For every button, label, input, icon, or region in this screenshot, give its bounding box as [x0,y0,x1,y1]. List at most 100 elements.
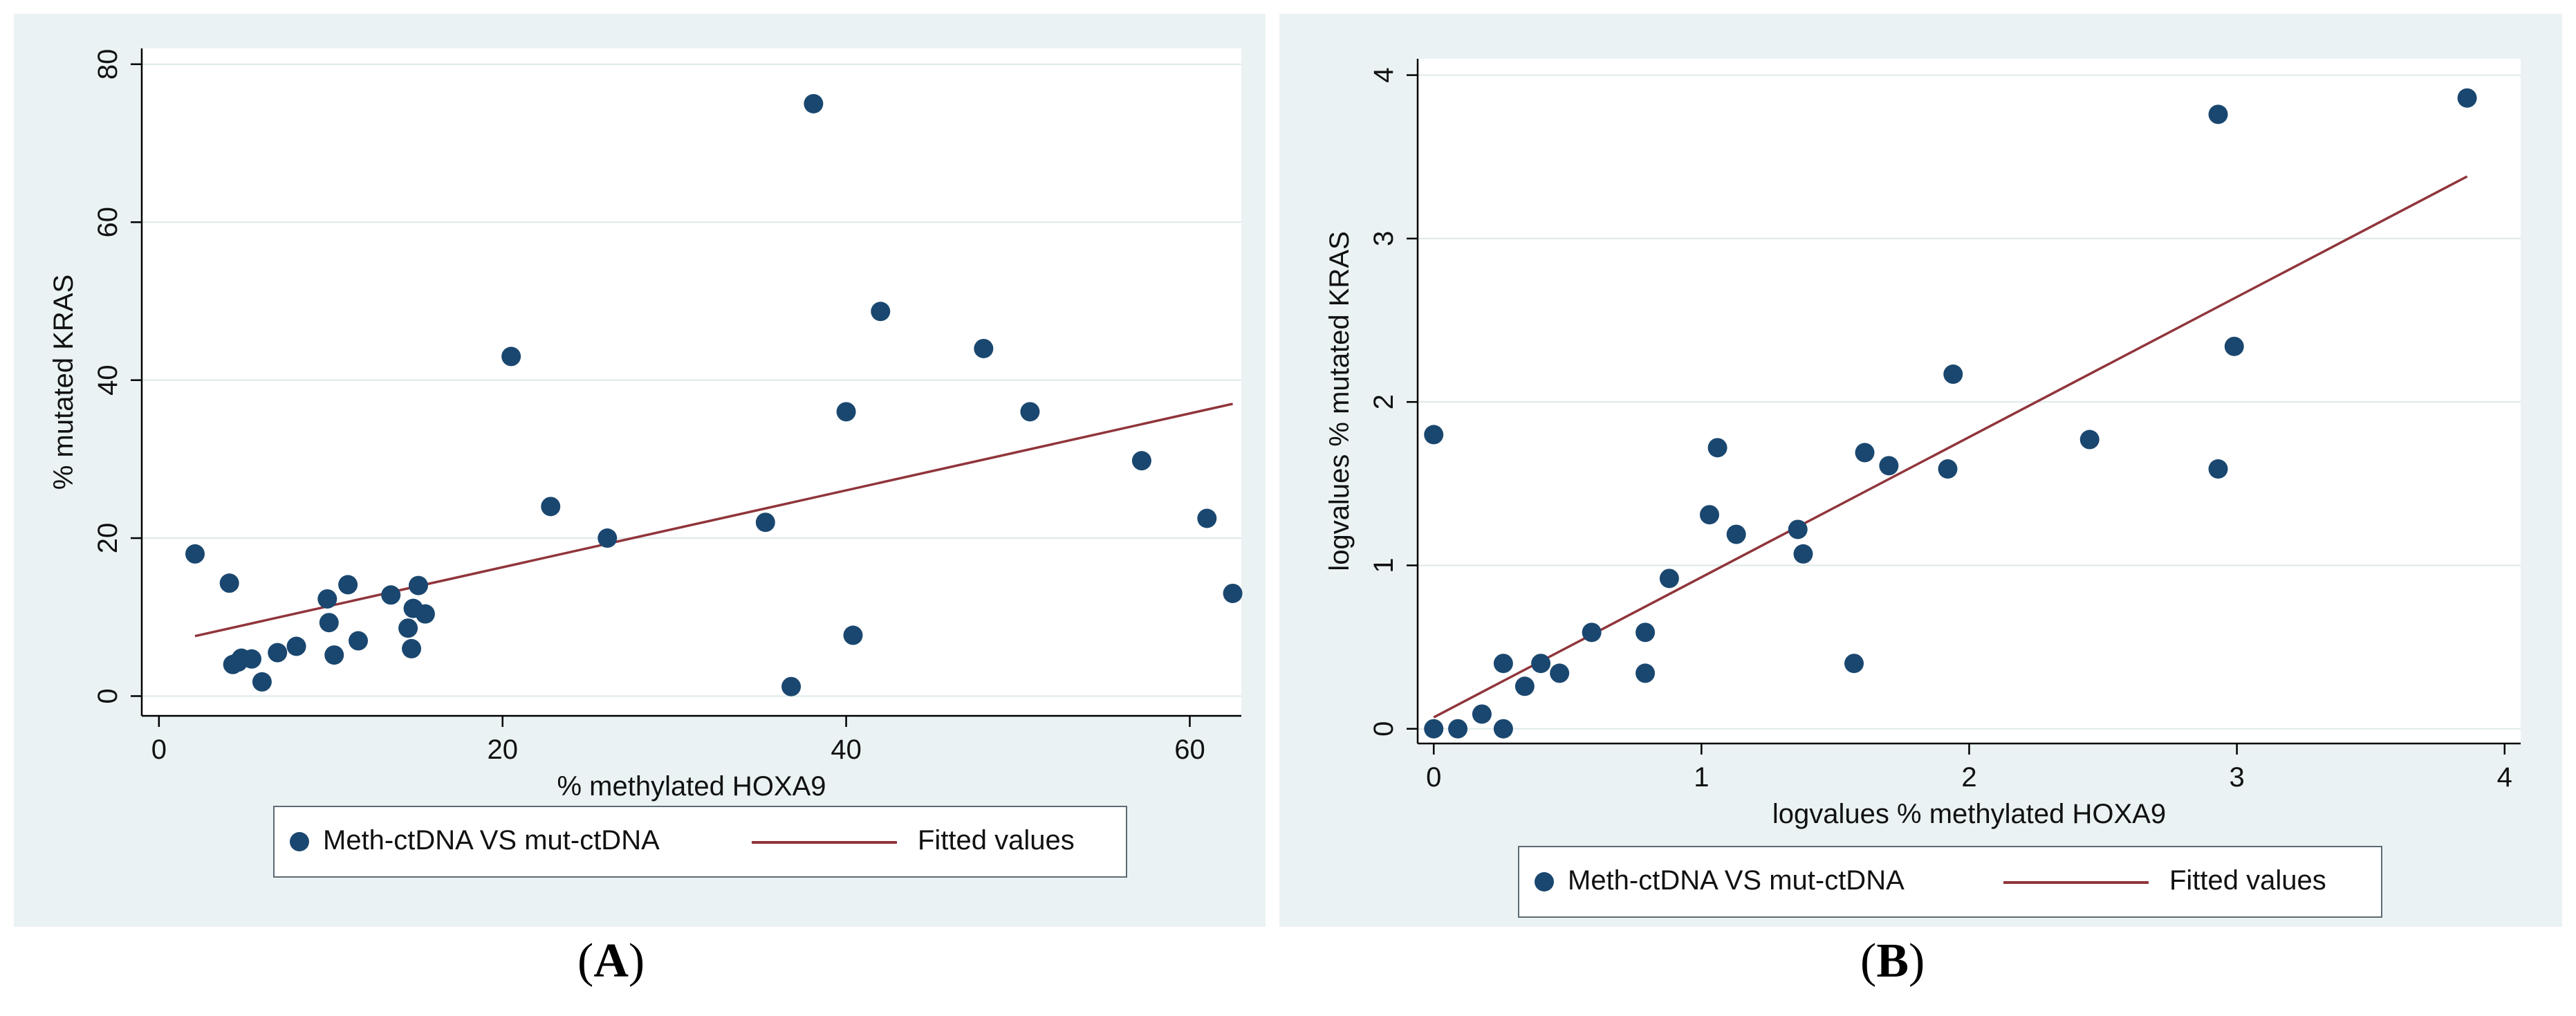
y-tick-label: 2 [1369,394,1399,409]
x-tick-label: 40 [831,735,862,765]
y-tick-label: 40 [93,364,123,396]
x-tick-label: 0 [151,735,167,765]
data-point [1844,654,1864,674]
fitted-line [194,403,1233,638]
caption-b: (B) [1860,934,1925,989]
data-point [1493,719,1513,739]
y-tick-label: 3 [1369,231,1399,246]
data-point [1424,425,1444,445]
legend-label-fit: Fitted values [2169,865,2326,896]
x-tick-label: 1 [1694,762,1709,793]
data-point [974,338,994,358]
data-point [317,589,337,609]
data-point [1879,456,1899,476]
data-point [1707,438,1727,458]
data-point [349,631,369,651]
data-point [185,544,205,564]
legend-label-points: Meth-ctDNA VS mut-ctDNA [323,825,660,856]
data-point [402,638,422,658]
data-point [1197,508,1217,528]
y-tick-label: 20 [93,523,123,554]
data-point [1943,364,1963,385]
caption-a: (A) [577,934,645,989]
caption-b-open: ( [1860,934,1877,988]
data-point [1020,402,1040,422]
legend-marker-icon [1535,872,1554,892]
legend-marker-icon [290,832,309,851]
data-point [338,575,358,595]
y-axis-title: logvalues % mutated KRAS [1324,231,1355,571]
data-point [252,672,272,692]
data-point [286,636,306,656]
data-point [1223,583,1243,603]
scatter-plot-b: 0 1 2 3 4 0 1 2 3 4 logvalues % methylated HOXA9 lo… [1324,59,2521,829]
x-tick-label: 2 [1961,762,1976,793]
data-point [1636,663,1656,683]
data-point [804,93,824,113]
data-point [1472,704,1492,724]
data-point [1514,676,1535,696]
data-point [755,512,775,533]
x-tick-label: 3 [2230,762,2245,793]
data-point [597,528,618,548]
y-tick-label: 0 [93,688,123,703]
caption-a-open: ( [577,934,594,988]
caption-b-close: ) [1909,934,1925,988]
data-point [1659,569,1679,589]
data-point [1726,524,1746,544]
y-tick-label: 0 [1369,721,1399,737]
y-axis-title: % mutated KRAS [48,275,79,490]
data-point [781,676,801,696]
data-point [501,347,521,367]
data-point [1582,622,1602,643]
data-point [1448,719,1468,739]
data-point [268,643,288,663]
data-point [319,613,339,633]
x-axis-title: logvalues % methylated HOXA9 [1772,799,2166,829]
caption-a-close: ) [628,934,645,988]
fitted-line [1433,175,2468,719]
data-point [1938,459,1958,479]
x-tick-label: 4 [2497,762,2512,793]
legend-b: Meth-ctDNA VS mut-ctDNA Fitted values [1518,846,2382,918]
data-point [1855,443,1875,463]
data-point [219,573,239,593]
data-point [843,625,863,645]
caption-a-label: A [593,934,629,988]
data-point [1424,719,1444,739]
x-tick-label: 0 [1426,762,1441,793]
data-point [1531,654,1551,674]
data-point [2079,430,2100,450]
data-point [836,402,856,422]
y-tick-label: 60 [93,207,123,238]
data-point [1699,505,1719,525]
data-point [1636,622,1656,643]
y-tick-label: 4 [1369,68,1399,83]
plot-area [142,48,1241,716]
data-point [1131,451,1151,471]
y-tick-label: 80 [93,49,123,80]
data-point [324,645,344,665]
data-point [2457,88,2477,108]
data-point [2208,459,2228,479]
chart-panel-b: 0 1 2 3 4 0 1 2 3 4 logvalues % methylated HOXA9 lo… [1279,14,2562,927]
y-tick-label: 1 [1369,557,1399,573]
x-axis-title: % methylated HOXA9 [557,771,826,802]
legend-line-icon [752,841,897,844]
chart-panel-a: 0 20 40 60 80 0 20 40 60 % methylated HOXA9 % muta… [14,14,1266,927]
data-point [1788,519,1808,539]
legend-label-fit: Fitted values [918,825,1075,856]
legend-line-icon [2003,881,2149,884]
data-point [1550,663,1570,683]
legend-a: Meth-ctDNA VS mut-ctDNA Fitted values [273,806,1127,878]
data-point [871,302,891,322]
x-tick-label: 20 [487,735,518,765]
data-point [381,585,401,605]
plot-area [1418,59,2521,743]
data-point [408,575,428,595]
data-point [2208,104,2228,124]
data-point [415,604,435,624]
caption-b-label: B [1876,934,1909,988]
legend-label-points: Meth-ctDNA VS mut-ctDNA [1568,865,1905,896]
data-point [2224,336,2244,356]
